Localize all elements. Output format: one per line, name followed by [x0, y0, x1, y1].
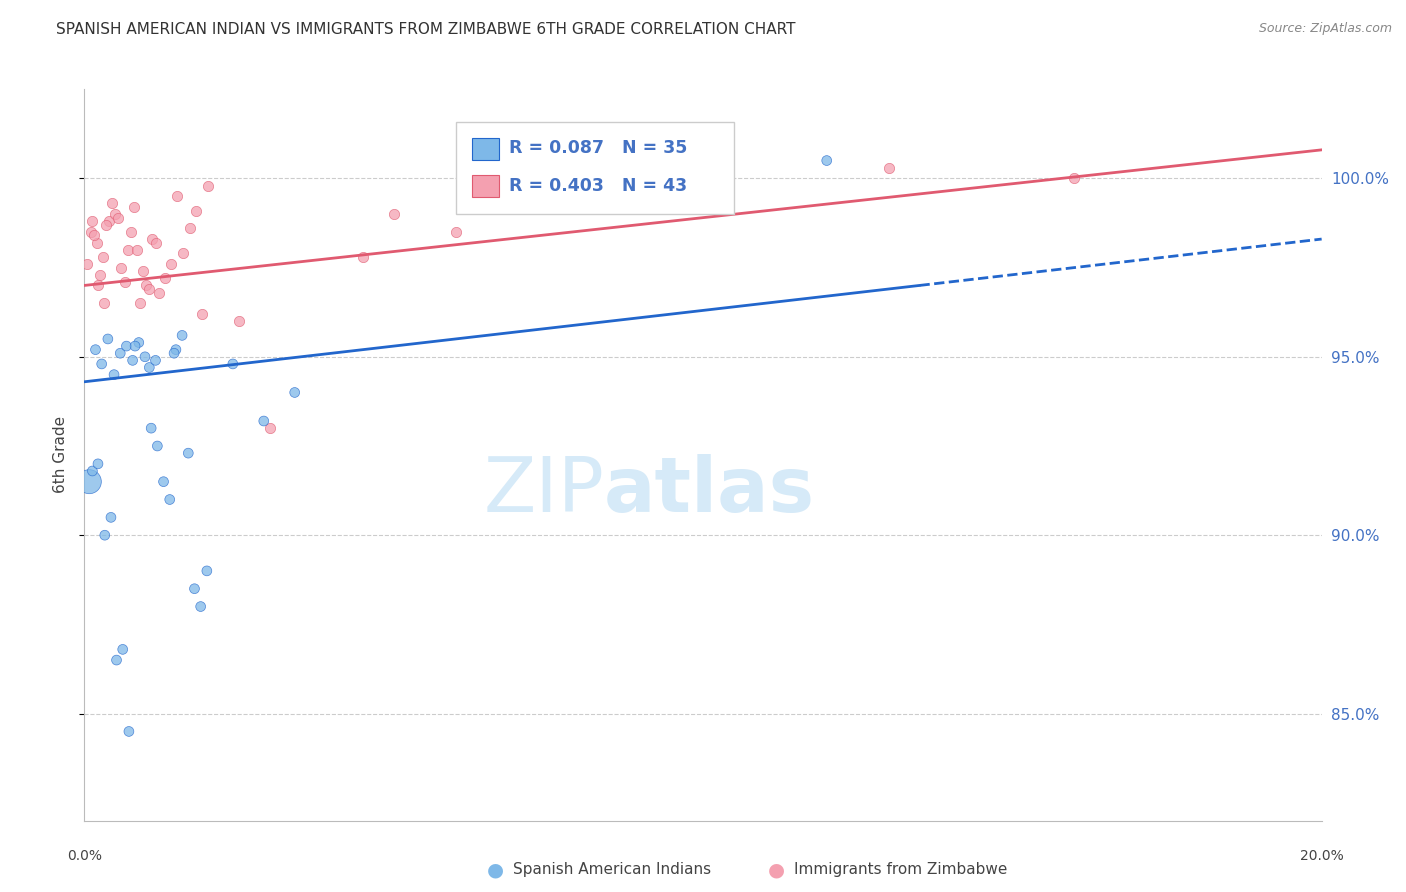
Point	[197, 178, 219, 193]
Point	[253, 414, 276, 428]
Point	[83, 228, 105, 243]
Point	[90, 357, 112, 371]
Point	[190, 599, 212, 614]
Point	[122, 200, 145, 214]
Point	[94, 528, 117, 542]
Point	[93, 296, 115, 310]
Point	[145, 353, 167, 368]
Point	[129, 296, 152, 310]
Point	[110, 260, 132, 275]
Point	[153, 271, 176, 285]
Text: Source: ZipAtlas.com: Source: ZipAtlas.com	[1258, 22, 1392, 36]
Point	[815, 153, 838, 168]
Point	[141, 421, 163, 435]
Point	[159, 492, 181, 507]
Point	[165, 343, 187, 357]
Point	[160, 257, 183, 271]
Bar	[471, 138, 499, 161]
Point	[124, 339, 146, 353]
Point	[135, 278, 157, 293]
Point	[80, 214, 103, 228]
Text: ●: ●	[768, 860, 785, 880]
Point	[444, 225, 467, 239]
Y-axis label: 6th Grade: 6th Grade	[52, 417, 67, 493]
Point	[146, 439, 169, 453]
Text: SPANISH AMERICAN INDIAN VS IMMIGRANTS FROM ZIMBABWE 6TH GRADE CORRELATION CHART: SPANISH AMERICAN INDIAN VS IMMIGRANTS FR…	[56, 22, 796, 37]
Point	[141, 232, 163, 246]
Point	[284, 385, 307, 400]
Point	[183, 582, 205, 596]
Point	[117, 243, 139, 257]
Point	[76, 257, 98, 271]
Point	[118, 724, 141, 739]
Point	[115, 339, 138, 353]
Point	[125, 243, 148, 257]
Point	[86, 235, 108, 250]
Point	[114, 275, 136, 289]
Point	[132, 264, 155, 278]
Point	[352, 250, 374, 264]
Point	[172, 328, 194, 343]
Point	[179, 221, 201, 235]
Point	[228, 314, 250, 328]
Point	[152, 475, 174, 489]
Point	[89, 268, 111, 282]
Point	[138, 360, 160, 375]
Text: Spanish American Indians: Spanish American Indians	[513, 863, 711, 877]
Point	[163, 346, 186, 360]
Point	[121, 353, 143, 368]
Point	[79, 475, 101, 489]
Point	[87, 278, 110, 293]
Point	[91, 250, 114, 264]
Text: ZIP: ZIP	[484, 455, 605, 528]
Point	[101, 196, 124, 211]
Point	[97, 332, 120, 346]
Point	[103, 368, 125, 382]
Point	[134, 350, 156, 364]
Point	[222, 357, 245, 371]
Point	[98, 214, 121, 228]
Point	[177, 446, 200, 460]
Point	[110, 346, 132, 360]
Text: ●: ●	[486, 860, 503, 880]
Point	[94, 218, 117, 232]
Point	[145, 235, 167, 250]
Text: atlas: atlas	[605, 455, 815, 528]
Point	[84, 343, 107, 357]
Point	[128, 335, 150, 350]
Point	[100, 510, 122, 524]
Point	[79, 225, 101, 239]
Text: R = 0.403   N = 43: R = 0.403 N = 43	[509, 177, 688, 194]
Text: 0.0%: 0.0%	[67, 849, 101, 863]
Point	[506, 200, 529, 214]
Text: 20.0%: 20.0%	[1299, 849, 1344, 863]
Point	[195, 564, 218, 578]
Point	[172, 246, 194, 260]
Point	[259, 421, 281, 435]
Point	[382, 207, 405, 221]
Point	[104, 207, 127, 221]
Text: R = 0.087   N = 35: R = 0.087 N = 35	[509, 139, 688, 157]
Point	[87, 457, 110, 471]
Point	[107, 211, 129, 225]
Point	[105, 653, 128, 667]
Bar	[471, 175, 499, 197]
Point	[120, 225, 142, 239]
Point	[138, 282, 160, 296]
Point	[191, 307, 214, 321]
Point	[148, 285, 170, 300]
Text: Immigrants from Zimbabwe: Immigrants from Zimbabwe	[794, 863, 1008, 877]
Point	[184, 203, 207, 218]
Point	[1063, 171, 1085, 186]
FancyBboxPatch shape	[456, 122, 734, 213]
Point	[82, 464, 104, 478]
Point	[877, 161, 900, 175]
Point	[166, 189, 188, 203]
Point	[111, 642, 134, 657]
